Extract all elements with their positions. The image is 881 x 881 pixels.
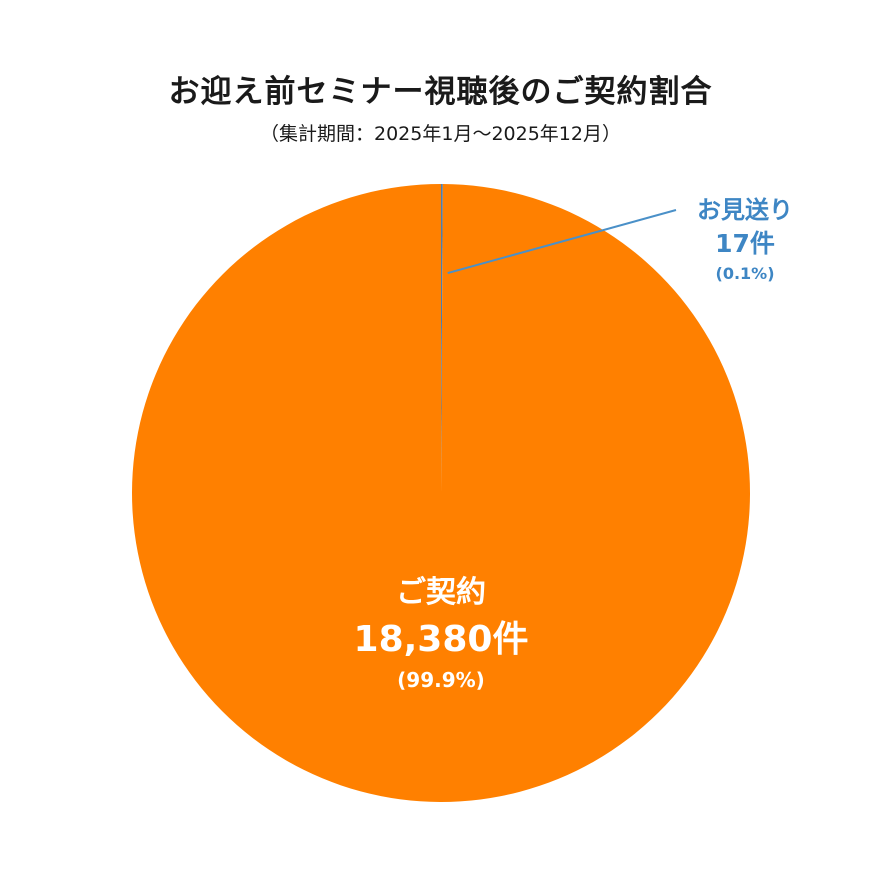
slice-label-keiyaku-count: 18,380件 [353, 619, 529, 660]
slice-label-keiyaku: ご契約 18,380件 (99.9%) [291, 571, 591, 695]
slice-label-mi-okuri: お見送り 17件 (0.1%) [670, 193, 820, 287]
slice-label-mi-okuri-count: 17件 [715, 229, 775, 258]
pie-slices [132, 184, 751, 802]
slice-label-keiyaku-name: ご契約 [396, 575, 486, 610]
pie-slice-mi-okuri [441, 184, 443, 493]
slice-label-mi-okuri-percent: (0.1%) [715, 264, 775, 283]
pie-slice-keiyaku [132, 184, 751, 802]
chart-subtitle: （集計期間：2025年1月～2025年12月） [260, 123, 621, 145]
slice-label-mi-okuri-name: お見送り [697, 196, 793, 224]
slice-label-keiyaku-percent: (99.9%) [397, 668, 485, 692]
leader-line-mi-okuri [447, 209, 677, 275]
chart-title: お迎え前セミナー視聴後のご契約割合 [168, 74, 713, 110]
